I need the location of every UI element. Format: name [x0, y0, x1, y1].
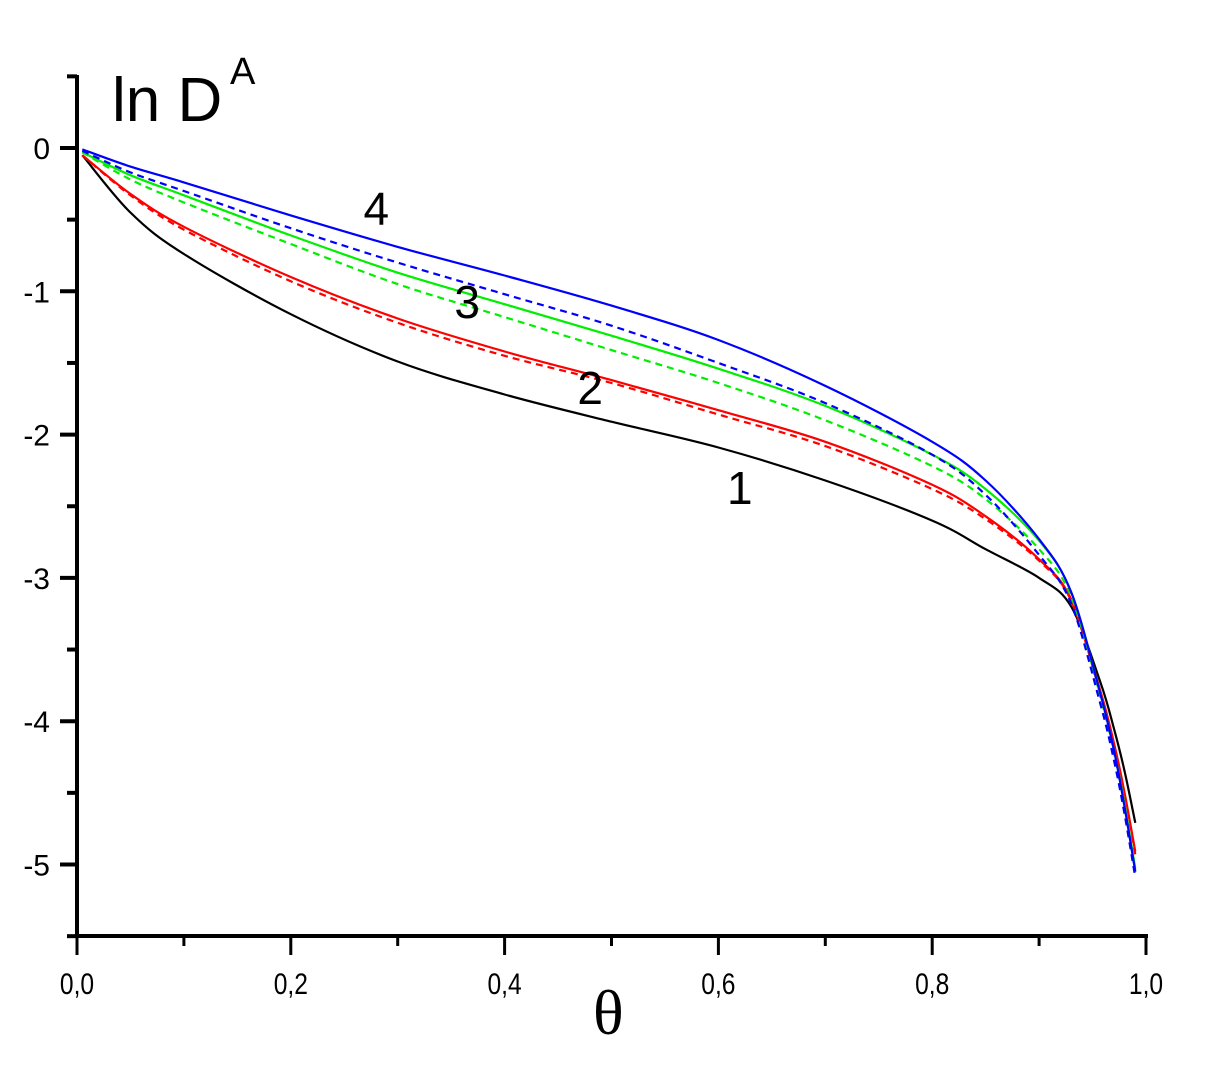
y-tick-label: 0	[33, 133, 50, 166]
x-ticks: 0,0 0,2 0,4 0,6 0,8 1,0	[60, 936, 1163, 1001]
y-tick-label: -5	[23, 850, 50, 883]
x-tick-label: 0,2	[274, 967, 308, 1001]
x-tick-label: 0,8	[915, 967, 949, 1001]
curve-label-2: 2	[577, 362, 603, 414]
series-4-dashed-line	[81, 149, 1137, 878]
curve-label-4: 4	[364, 183, 390, 235]
series-2-line	[81, 154, 1137, 852]
x-tick-label: 0,6	[701, 967, 735, 1001]
y-tick-label: -3	[23, 563, 50, 596]
y-tick-label: -2	[23, 420, 50, 453]
x-tick-label: 0,0	[60, 967, 94, 1001]
y-tick-label: -1	[23, 276, 50, 309]
series-2-dashed-line	[81, 154, 1137, 855]
y-axis-label-superscript: A	[230, 51, 256, 93]
series-4-line	[81, 148, 1137, 872]
y-axis-label: ln D A	[112, 51, 256, 135]
plot-curves	[81, 148, 1137, 878]
x-tick-label: 1,0	[1129, 967, 1163, 1001]
y-ticks: 0 -1 -2 -3 -4 -5	[23, 74, 77, 939]
axes	[75, 75, 1148, 938]
series-1-line	[81, 154, 1137, 824]
y-axis-label-main: ln D	[112, 66, 222, 135]
curve-label-1: 1	[727, 462, 753, 514]
x-tick-label: 0,4	[488, 967, 522, 1001]
curve-label-3: 3	[454, 276, 480, 328]
series-3-dashed-line	[81, 151, 1137, 872]
x-axis-label: θ	[593, 977, 624, 1048]
curve-labels: 1 2 3 4	[364, 183, 753, 514]
y-tick-label: -4	[23, 706, 50, 739]
